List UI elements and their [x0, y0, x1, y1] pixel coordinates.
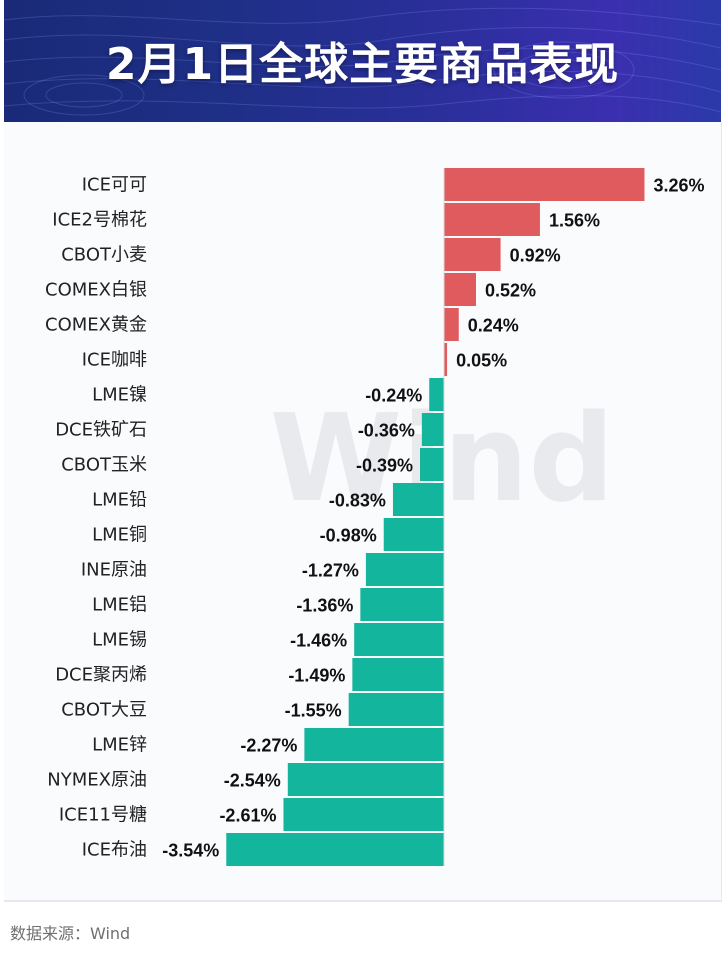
- value-label: 0.24%: [468, 316, 519, 336]
- value-label: -0.83%: [329, 491, 386, 511]
- value-label: -0.36%: [358, 421, 415, 441]
- bar: [421, 413, 444, 446]
- value-label: -0.98%: [320, 526, 377, 546]
- bar: [429, 378, 444, 411]
- category-label: COMEX黄金: [45, 315, 147, 336]
- category-label: NYMEX原油: [47, 770, 147, 791]
- value-label: -3.54%: [162, 841, 219, 861]
- value-label: 0.92%: [510, 246, 561, 266]
- bar: [348, 693, 444, 726]
- value-label: -2.54%: [224, 771, 281, 791]
- value-label: -1.27%: [302, 561, 359, 581]
- data-source: 数据来源：Wind: [10, 924, 131, 943]
- bar: [365, 553, 444, 586]
- bar: [392, 483, 444, 516]
- category-label: DCE铁矿石: [55, 420, 147, 441]
- category-label: ICE11号糖: [59, 805, 147, 826]
- category-label: ICE布油: [82, 840, 147, 861]
- value-label: 0.52%: [485, 281, 536, 301]
- bar: [444, 308, 459, 341]
- bar: [354, 623, 444, 656]
- category-label: ICE咖啡: [82, 350, 147, 371]
- bars-group: ICE可可 3.26% ICE2号棉花 1.56% CBOT小麦 0.92% COMEX白银…: [45, 168, 705, 866]
- category-label: COMEX白银: [45, 280, 147, 301]
- value-label: -2.61%: [219, 806, 276, 826]
- category-label: LME锌: [92, 735, 147, 756]
- value-label: -1.36%: [296, 596, 353, 616]
- category-label: CBOT小麦: [61, 245, 147, 266]
- bar: [420, 448, 444, 481]
- category-label: LME铅: [92, 490, 147, 511]
- category-label: LME铜: [92, 525, 147, 546]
- category-label: CBOT大豆: [61, 700, 147, 721]
- value-label: 1.56%: [549, 211, 600, 231]
- category-label: LME铝: [92, 595, 147, 616]
- category-label: INE原油: [81, 560, 147, 581]
- bar: [287, 763, 444, 796]
- category-label: LME锡: [92, 630, 147, 651]
- chart-panel: Wind ICE可可3.26%ICE2号棉花1.56%CBOT小麦0.92%CO…: [4, 122, 722, 902]
- value-label: 0.05%: [456, 351, 507, 371]
- bar: [304, 728, 444, 761]
- value-label: -0.24%: [365, 386, 422, 406]
- wave-pattern-decoration: [4, 7, 721, 116]
- bar: [444, 238, 501, 271]
- category-label: ICE2号棉花: [52, 210, 147, 231]
- category-label: ICE可可: [82, 175, 147, 196]
- bar: [444, 168, 645, 201]
- title-banner: 2月1日全球主要商品表现: [4, 0, 721, 122]
- category-label: CBOT玉米: [61, 455, 147, 476]
- bar: [360, 588, 444, 621]
- bar: [383, 518, 444, 551]
- value-label: -1.46%: [290, 631, 347, 651]
- bar: [444, 203, 540, 236]
- value-label: -2.27%: [240, 736, 297, 756]
- bar: [444, 343, 448, 376]
- value-label: -1.55%: [285, 701, 342, 721]
- value-label: -0.39%: [356, 456, 413, 476]
- bar: [283, 798, 444, 831]
- bar: [444, 273, 476, 306]
- value-label: 3.26%: [653, 176, 704, 196]
- bar: [226, 833, 444, 866]
- page-title: 2月1日全球主要商品表现: [105, 39, 620, 90]
- bar: [352, 658, 444, 691]
- category-label: LME镍: [92, 385, 147, 406]
- category-label: DCE聚丙烯: [55, 665, 147, 686]
- bar-chart: Wind ICE可可3.26%ICE2号棉花1.56%CBOT小麦0.92%CO…: [45, 168, 705, 866]
- value-label: -1.49%: [288, 666, 345, 686]
